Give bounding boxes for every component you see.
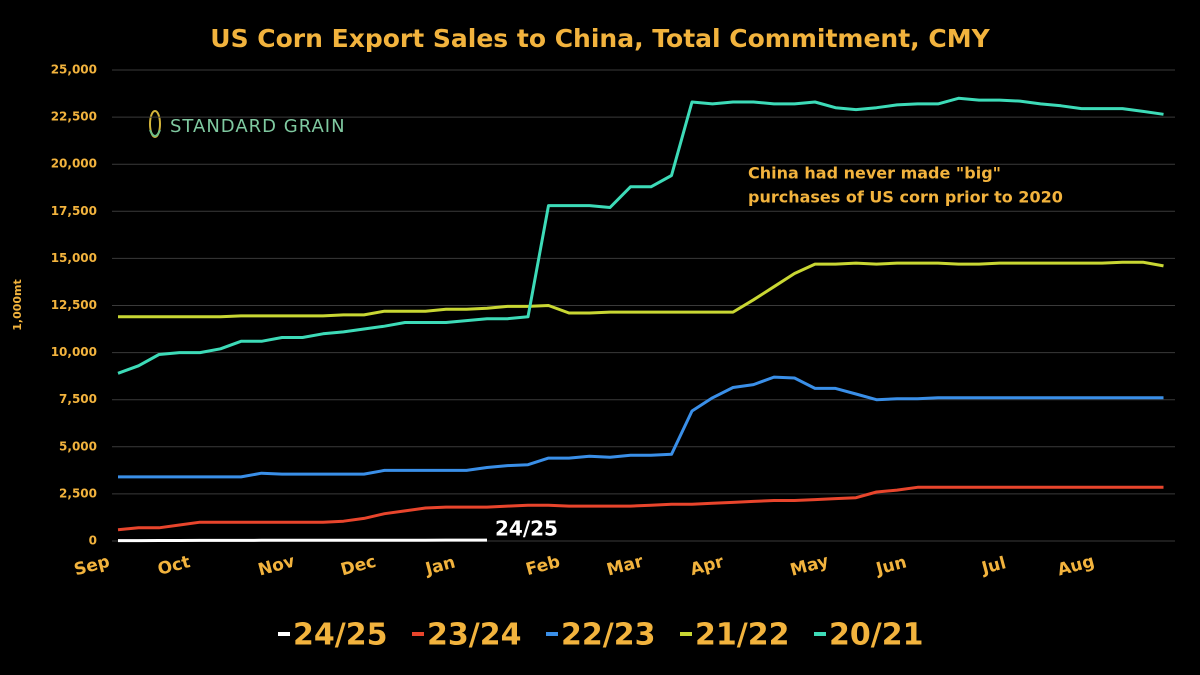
y-tick-label: 0 — [89, 534, 97, 548]
y-tick-label: 7,500 — [59, 392, 97, 406]
y-tick-label: 12,500 — [51, 298, 97, 312]
series-line — [117, 96, 1164, 375]
y-tick-label: 2,500 — [59, 486, 97, 500]
x-tick-label: May — [788, 551, 831, 580]
x-tick-label: Apr — [688, 552, 726, 580]
x-tick-label: Aug — [1055, 551, 1096, 580]
x-tick-label: Feb — [524, 552, 563, 580]
x-tick-label: Jan — [423, 552, 458, 579]
legend-label: 23/24 — [427, 618, 521, 653]
legend-label: 24/25 — [293, 618, 387, 653]
y-axis-label: 1,000mt — [11, 279, 24, 331]
legend-label: 22/23 — [561, 618, 655, 653]
x-tick-label: Dec — [339, 552, 379, 581]
series-line — [117, 485, 1164, 532]
x-tick-label: Sep — [72, 552, 112, 581]
y-tick-label: 20,000 — [51, 157, 97, 171]
annotation: China had never made "big" — [748, 164, 1001, 183]
chart-title: US Corn Export Sales to China, Total Com… — [210, 24, 990, 53]
x-tick-label: Mar — [605, 551, 646, 580]
series-line — [118, 538, 487, 543]
series-end-label: 24/25 — [495, 517, 558, 541]
x-tick-label: Oct — [156, 552, 193, 580]
x-tick-label: Jul — [979, 553, 1009, 579]
legend-label: 21/22 — [695, 618, 789, 653]
logo-leaf — [149, 129, 161, 137]
y-tick-label: 10,000 — [51, 345, 97, 359]
y-tick-label: 17,500 — [51, 204, 97, 218]
y-tick-label: 22,500 — [51, 110, 97, 124]
y-tick-label: 15,000 — [51, 251, 97, 265]
logo: STANDARD GRAIN — [149, 110, 346, 138]
legend-label: 20/21 — [829, 618, 923, 653]
series-line — [118, 260, 1164, 319]
annotation: purchases of US corn prior to 2020 — [748, 188, 1063, 207]
series-line — [118, 375, 1164, 479]
x-tick-label: Jun — [873, 552, 909, 579]
y-tick-label: 5,000 — [59, 439, 97, 453]
x-tick-label: Nov — [256, 552, 297, 581]
y-tick-label: 25,000 — [51, 63, 97, 77]
logo-text: STANDARD GRAIN — [170, 116, 346, 137]
